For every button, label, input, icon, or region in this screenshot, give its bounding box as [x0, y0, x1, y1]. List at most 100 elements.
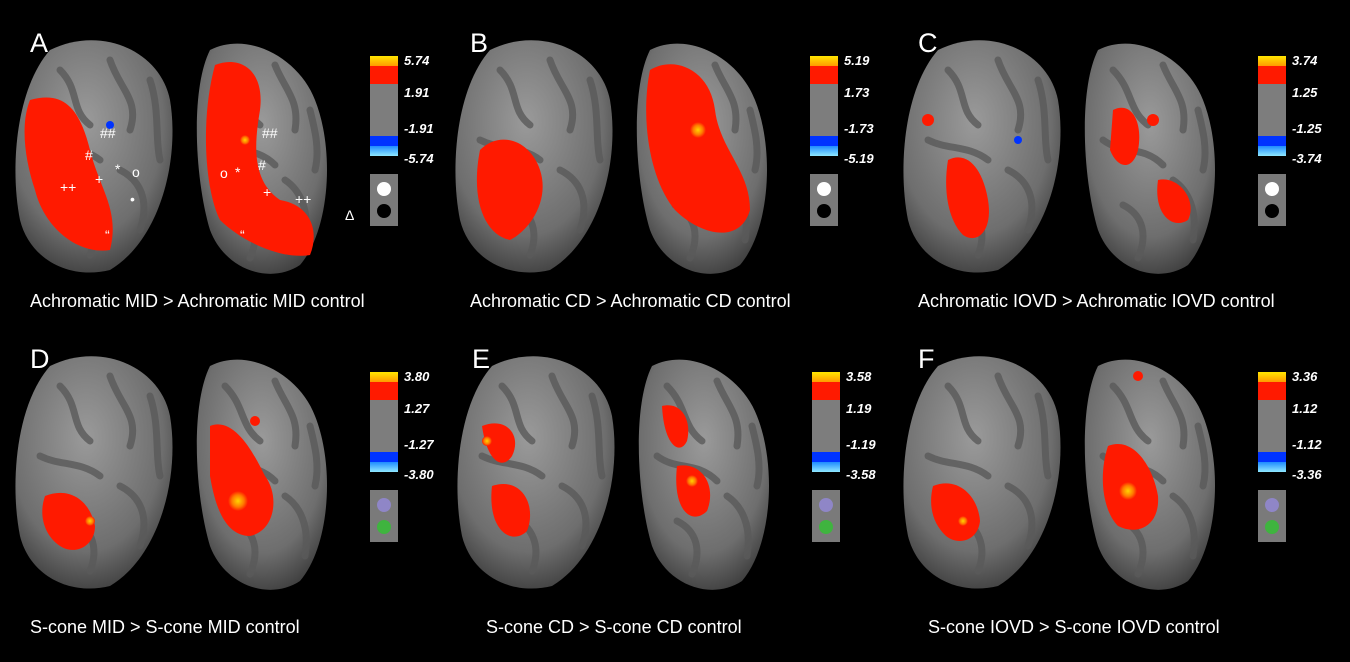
panel-caption: Achromatic MID > Achromatic MID control [30, 291, 365, 311]
scale-threshold-positive: 1.12 [1292, 401, 1318, 416]
region-annotation: + [263, 184, 272, 200]
scale-max-positive: 5.19 [844, 53, 870, 68]
figure-panel-d: D [15, 344, 470, 662]
brain-surface [898, 30, 1243, 285]
brain-pair-image [903, 356, 1215, 590]
stimulus-dot-bottom [377, 520, 391, 534]
activation-blobs [482, 405, 711, 537]
region-annotation: ++ [295, 191, 312, 207]
stimulus-swatch [370, 174, 398, 226]
stimulus-dot-top [377, 182, 391, 196]
figure-panel-c: C [903, 28, 1350, 346]
scale-threshold-negative: -1.27 [404, 437, 434, 452]
scale-threshold-negative: -1.73 [844, 121, 874, 136]
scale-max-negative: -5.19 [844, 151, 874, 166]
region-annotation: “ [105, 227, 110, 243]
scale-max-positive: 3.36 [1292, 369, 1318, 384]
region-annotation: o [132, 164, 140, 180]
region-annotation: ++ [60, 179, 77, 195]
scale-max-negative: -3.80 [404, 467, 434, 482]
scale-max-negative: -5.74 [404, 151, 434, 166]
brain-pair-image [15, 356, 327, 590]
region-annotation: * [235, 164, 241, 180]
brain-pair-image [457, 356, 769, 590]
scale-max-positive: 3.80 [404, 369, 430, 384]
stimulus-dot-top [817, 182, 831, 196]
brain-surface [10, 30, 355, 285]
panel-letter: F [918, 344, 935, 374]
brain-surface [452, 346, 797, 601]
brain-pair-image [15, 40, 327, 274]
figure-panel-a: A [15, 28, 470, 346]
brain-surface [10, 346, 355, 601]
color-scale-bar [370, 56, 398, 156]
scale-threshold-negative: -1.91 [404, 121, 434, 136]
region-annotation: Δ [345, 207, 355, 223]
figure-panel-f: F [903, 344, 1350, 662]
stimulus-dot-top [1265, 182, 1279, 196]
stimulus-dot-top [1265, 498, 1279, 512]
scale-threshold-positive: 1.73 [844, 85, 870, 100]
panel-caption: S-cone MID > S-cone MID control [30, 617, 300, 637]
stimulus-dot-top [819, 498, 833, 512]
activation-blobs [931, 371, 1159, 541]
region-annotation: ## [262, 125, 278, 141]
panel-caption: S-cone IOVD > S-cone IOVD control [928, 617, 1220, 637]
scale-threshold-positive: 1.19 [846, 401, 872, 416]
color-scale-bar [370, 372, 398, 472]
scale-threshold-negative: -1.25 [1292, 121, 1322, 136]
scale-max-positive: 3.58 [846, 369, 872, 384]
color-scale-bar [1258, 56, 1286, 156]
stimulus-dot-bottom [1265, 204, 1279, 218]
panel-caption: Achromatic CD > Achromatic CD control [470, 291, 791, 311]
activation-blobs [24, 62, 314, 256]
activation-blobs [922, 107, 1191, 239]
stimulus-swatch [370, 490, 398, 542]
figure-panel-b: B [455, 28, 910, 346]
brain-pair-image [903, 40, 1215, 274]
panel-letter: D [30, 344, 50, 374]
brain-surface [450, 30, 795, 285]
activation-blobs [476, 64, 750, 240]
region-annotation: + [95, 171, 104, 187]
scale-max-negative: -3.74 [1292, 151, 1322, 166]
color-scale-bar [1258, 372, 1286, 472]
region-annotation: # [258, 157, 266, 173]
panel-letter: B [470, 28, 489, 58]
panel-caption: Achromatic IOVD > Achromatic IOVD contro… [918, 291, 1275, 311]
panel-letter: E [472, 344, 491, 374]
panel-letter: C [918, 28, 938, 58]
region-annotation: “ [240, 227, 245, 243]
figure-panel-e: E [457, 344, 912, 662]
stimulus-dot-bottom [817, 204, 831, 218]
scale-threshold-positive: 1.25 [1292, 85, 1318, 100]
stimulus-dot-bottom [377, 204, 391, 218]
scale-max-negative: -3.36 [1292, 467, 1322, 482]
scale-threshold-positive: 1.91 [404, 85, 430, 100]
stimulus-dot-bottom [819, 520, 833, 534]
scale-max-positive: 3.74 [1292, 53, 1318, 68]
color-scale-bar [812, 372, 840, 472]
stimulus-swatch [1258, 490, 1286, 542]
scale-threshold-negative: -1.12 [1292, 437, 1322, 452]
region-annotation: # [85, 147, 93, 163]
brain-pair-image [455, 40, 767, 274]
region-annotation: • [130, 191, 135, 207]
stimulus-swatch [1258, 174, 1286, 226]
region-annotation: ## [100, 125, 116, 141]
region-annotation: * [115, 161, 121, 177]
stimulus-dot-bottom [1265, 520, 1279, 534]
color-scale-bar [810, 56, 838, 156]
stimulus-swatch [810, 174, 838, 226]
scale-threshold-negative: -1.19 [846, 437, 876, 452]
activation-blobs [42, 416, 274, 550]
scale-threshold-positive: 1.27 [404, 401, 430, 416]
stimulus-dot-top [377, 498, 391, 512]
stimulus-swatch [812, 490, 840, 542]
panel-letter: A [30, 28, 49, 58]
brain-surface [898, 346, 1243, 601]
panel-caption: S-cone CD > S-cone CD control [486, 617, 742, 637]
scale-max-negative: -3.58 [846, 467, 876, 482]
region-annotation: o [220, 165, 228, 181]
scale-max-positive: 5.74 [404, 53, 430, 68]
